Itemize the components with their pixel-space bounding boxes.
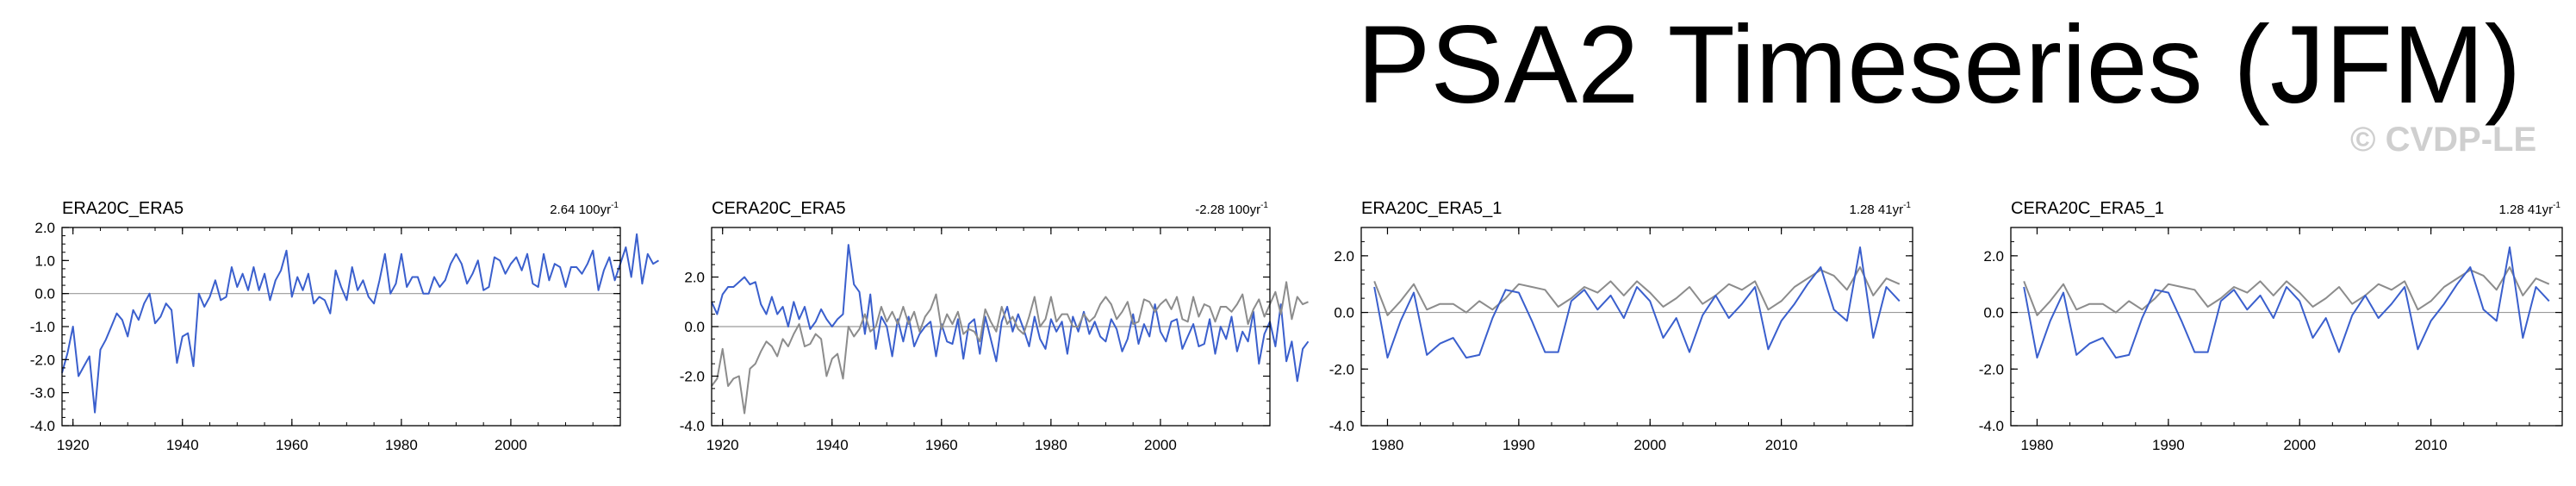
trend-label: 1.28 41yr-1 xyxy=(2499,201,2561,217)
y-tick-label: -2.0 xyxy=(1329,361,1354,377)
trend-label: 2.64 100yr-1 xyxy=(550,201,619,217)
plot-frame xyxy=(61,227,621,427)
x-tick-label: 1940 xyxy=(166,437,199,453)
x-tick-label: 1920 xyxy=(57,437,90,453)
x-tick-label: 1960 xyxy=(276,437,308,453)
y-tick-label: -3.0 xyxy=(30,385,55,402)
series-line-2 xyxy=(2023,246,2550,359)
trend-label: -2.28 100yr-1 xyxy=(1195,201,1268,217)
series-line-1 xyxy=(61,233,660,414)
panel-title: CERA20C_ERA5_1 xyxy=(2011,199,2164,218)
panel-title: ERA20C_ERA5_1 xyxy=(1361,199,1502,218)
plot-frame xyxy=(2010,227,2563,427)
panel-title: CERA20C_ERA5 xyxy=(712,199,846,218)
panel-1: -4.0 -3.0 -2.0 -1.0 0.0 1.0 2.0 1920 1940 1960 198… xyxy=(30,199,660,453)
x-tick-label: 1920 xyxy=(706,437,739,453)
y-tick-label: -1.0 xyxy=(30,319,55,335)
panel-4: -4.0 -2.0 0.0 2.0 1980 1990 2000 2010 CERA20C_ER… xyxy=(1979,199,2563,453)
y-tick-label: 0.0 xyxy=(1334,305,1354,321)
x-tick-label: 1980 xyxy=(385,437,418,453)
x-tick-label: 1980 xyxy=(2021,437,2054,453)
x-tick-label: 2000 xyxy=(495,437,527,453)
y-tick-label: -4.0 xyxy=(1329,418,1354,434)
y-tick-label: 1.0 xyxy=(34,252,55,269)
x-tick-label: 1960 xyxy=(925,437,958,453)
y-tick-label: 2.0 xyxy=(684,270,705,286)
y-tick-label: -4.0 xyxy=(30,418,55,434)
y-tick-label: -2.0 xyxy=(30,352,55,368)
y-tick-label: -2.0 xyxy=(1979,361,2004,377)
series-line-2 xyxy=(711,281,1309,414)
x-tick-label: 1990 xyxy=(1503,437,1535,453)
y-tick-label: -2.0 xyxy=(680,369,705,385)
panel-3: -4.0 -2.0 0.0 2.0 1980 1990 2000 2010 ERA20C_ERA… xyxy=(1329,199,1913,453)
x-tick-label: 2010 xyxy=(2415,437,2448,453)
y-tick-label: 0.0 xyxy=(34,286,55,302)
x-tick-label: 2000 xyxy=(1633,437,1666,453)
x-tick-label: 2000 xyxy=(1144,437,1177,453)
x-tick-label: 1980 xyxy=(1035,437,1067,453)
series-line-1 xyxy=(1373,266,1901,316)
x-tick-label: 1990 xyxy=(2152,437,2185,453)
panel-title: ERA20C_ERA5 xyxy=(62,199,184,218)
x-tick-label: 2010 xyxy=(1765,437,1798,453)
y-tick-label: 2.0 xyxy=(34,220,55,236)
series-line-2 xyxy=(1373,246,1901,359)
series-line-1 xyxy=(2023,266,2550,316)
panel-2: -4.0 -2.0 0.0 2.0 1920 1940 1960 1980 2000 CERA20… xyxy=(680,199,1310,453)
y-tick-label: -4.0 xyxy=(680,418,705,434)
x-tick-label: 1980 xyxy=(1372,437,1404,453)
x-tick-label: 1940 xyxy=(816,437,849,453)
x-tick-label: 2000 xyxy=(2283,437,2316,453)
y-tick-label: 0.0 xyxy=(684,319,705,335)
y-tick-label: 2.0 xyxy=(1334,248,1354,265)
trend-label: 1.28 41yr-1 xyxy=(1850,201,1912,217)
watermark: © CVDP-LE xyxy=(2350,121,2537,159)
plot-frame xyxy=(1360,227,1913,427)
y-tick-label: 2.0 xyxy=(1983,248,2004,265)
y-tick-label: -4.0 xyxy=(1979,418,2004,434)
page-title: PSA2 Timeseries (JFM) xyxy=(1357,3,2522,127)
y-tick-label: 0.0 xyxy=(1983,305,2004,321)
